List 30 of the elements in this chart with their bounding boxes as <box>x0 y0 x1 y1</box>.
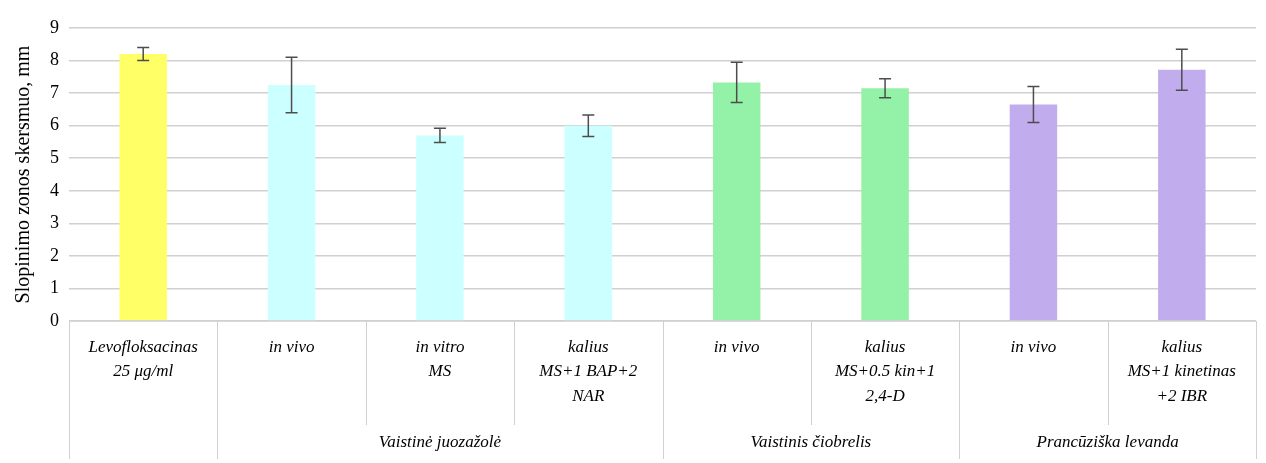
bar <box>119 54 167 321</box>
text: Vaistinis čiobrelis <box>750 432 872 452</box>
y-tick-label: 1 <box>50 277 59 298</box>
bar <box>1158 69 1206 321</box>
y-tick-label: 5 <box>50 146 59 167</box>
x-tick-label: in vivo <box>268 336 315 356</box>
text: Prancūziška levanda <box>1035 432 1179 452</box>
y-axis-title: Slopinimo zonos skersmuo, mm <box>11 45 35 304</box>
bar <box>564 125 613 321</box>
bar <box>416 135 464 321</box>
bar <box>861 88 909 321</box>
y-tick-label: 9 <box>50 16 59 37</box>
x-tick-label: kalius MS+1 kinetinas +2 IBR <box>1126 336 1237 406</box>
x-tick-label: Levofloksacinas 25 μg/ml <box>87 336 199 381</box>
x-tick-label: in vivo <box>1010 336 1057 356</box>
y-tick-label: 0 <box>50 309 59 330</box>
y-tick-label: 8 <box>50 49 59 70</box>
y-tick-label: 6 <box>50 114 59 135</box>
bar <box>267 84 316 321</box>
bar <box>1009 104 1058 321</box>
x-tick-label: kalius MS+1 BAP+2 NAR <box>538 336 638 406</box>
bar <box>712 82 761 321</box>
y-tick-label: 4 <box>50 179 59 200</box>
y-tick-label: 7 <box>50 81 59 102</box>
y-tick-label: 2 <box>50 244 59 265</box>
y-tick-label: 3 <box>50 212 59 233</box>
text: Vaistinė juozažolė <box>378 432 502 452</box>
x-tick-label: kalius MS+0.5 kin+1 2,4-D <box>833 336 936 406</box>
x-tick-label: in vivo <box>713 336 760 356</box>
x-tick-label: in vitro MS <box>415 336 465 381</box>
